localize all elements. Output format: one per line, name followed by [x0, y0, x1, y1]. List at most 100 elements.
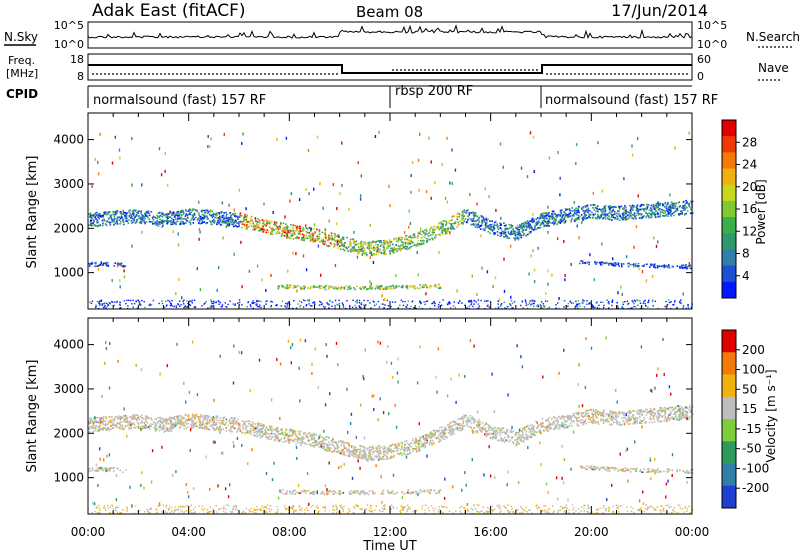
- scatter-point: [232, 225, 235, 228]
- scatter-point: [549, 214, 551, 217]
- scatter-point: [473, 421, 475, 424]
- scatter-point: [425, 438, 428, 440]
- scatter-point: [583, 262, 586, 264]
- scatter-point: [614, 265, 617, 267]
- scatter-point: [115, 219, 118, 222]
- scatter-point: [276, 431, 279, 434]
- scatter-point: [680, 302, 682, 304]
- scatter-point: [539, 304, 541, 306]
- scatter-point: [247, 301, 250, 303]
- scatter-point: [516, 224, 518, 228]
- scatter-point: [259, 424, 261, 426]
- scatter-point: [196, 210, 199, 213]
- scatter-point: [315, 239, 318, 242]
- scatter-point: [477, 303, 480, 305]
- scatter-point: [219, 220, 222, 222]
- scatter-point: [246, 306, 248, 308]
- scatter-point: [442, 226, 445, 229]
- scatter-point: [119, 301, 121, 304]
- scatter-point: [128, 219, 130, 221]
- scatter-point: [533, 170, 535, 173]
- scatter-point: [189, 209, 192, 211]
- scatter-point: [307, 149, 310, 152]
- colorbar-tick-label: 24: [742, 158, 757, 172]
- scatter-point: [434, 305, 436, 307]
- scatter-point: [633, 305, 635, 308]
- scatter-point: [135, 214, 138, 217]
- scatter-point: [416, 251, 418, 254]
- scatter-point: [119, 156, 121, 160]
- scatter-point: [262, 225, 265, 227]
- scatter-point: [521, 437, 523, 439]
- scatter-point: [112, 211, 114, 213]
- scatter-point: [108, 217, 110, 219]
- scatter-point: [383, 242, 386, 245]
- scatter-point: [629, 204, 631, 207]
- scatter-point: [216, 288, 218, 292]
- scatter-point: [592, 213, 595, 216]
- scatter-point: [218, 213, 221, 216]
- scatter-point: [152, 215, 155, 218]
- scatter-point: [533, 280, 536, 284]
- scatter-point: [671, 265, 674, 268]
- scatter-point: [568, 213, 571, 215]
- scatter-point: [242, 428, 245, 430]
- scatter-point: [604, 214, 607, 216]
- scatter-point: [532, 219, 534, 222]
- scatter-point: [135, 300, 137, 302]
- scatter-point: [651, 274, 654, 278]
- scatter-point: [379, 248, 381, 251]
- scatter-point: [184, 425, 186, 427]
- scatter-point: [548, 221, 550, 224]
- scatter-point: [654, 266, 656, 269]
- scatter-point: [211, 210, 214, 213]
- scatter-point: [360, 249, 362, 251]
- scatter-point: [484, 224, 487, 227]
- scatter-point: [249, 423, 252, 425]
- scatter-point: [464, 218, 467, 220]
- scatter-point: [463, 220, 466, 223]
- scatter-point: [521, 230, 523, 233]
- scatter-point: [578, 303, 581, 305]
- scatter-point: [575, 207, 577, 210]
- scatter-point: [651, 211, 653, 213]
- scatter-point: [375, 246, 378, 249]
- scatter-point: [425, 285, 428, 288]
- scatter-point: [492, 232, 495, 235]
- scatter-point: [258, 219, 261, 222]
- scatter-point: [441, 232, 444, 234]
- scatter-point: [392, 287, 395, 290]
- scatter-point: [380, 241, 383, 244]
- scatter-point: [269, 435, 271, 437]
- scatter-point: [643, 204, 645, 207]
- scatter-point: [364, 243, 367, 246]
- scatter-point: [108, 221, 110, 223]
- scatter-point: [539, 227, 542, 229]
- scatter-point: [131, 215, 133, 218]
- scatter-point: [686, 206, 688, 209]
- scatter-point: [592, 214, 595, 217]
- scatter-point: [284, 305, 286, 307]
- scatter-point: [280, 437, 283, 440]
- scatter-point: [276, 138, 278, 141]
- scatter-point: [283, 229, 285, 231]
- scatter-point: [419, 227, 422, 231]
- scatter-point: [423, 231, 425, 234]
- scatter-point: [204, 302, 206, 304]
- scatter-point: [449, 219, 452, 222]
- scatter-point: [518, 233, 520, 235]
- scatter-point: [286, 225, 288, 227]
- scatter-point: [213, 301, 216, 304]
- scatter-point: [633, 245, 635, 249]
- scatter-point: [183, 212, 185, 214]
- scatter-point: [623, 209, 625, 213]
- scatter-point: [175, 221, 177, 224]
- scatter-point: [223, 218, 226, 220]
- scatter-point: [450, 307, 452, 309]
- scatter-point: [361, 241, 363, 244]
- power-colorbar-label: Power [dB]: [754, 179, 768, 244]
- scatter-point: [365, 252, 367, 254]
- scatter-point: [368, 244, 371, 246]
- scatter-point: [657, 206, 659, 208]
- scatter-point: [629, 263, 631, 266]
